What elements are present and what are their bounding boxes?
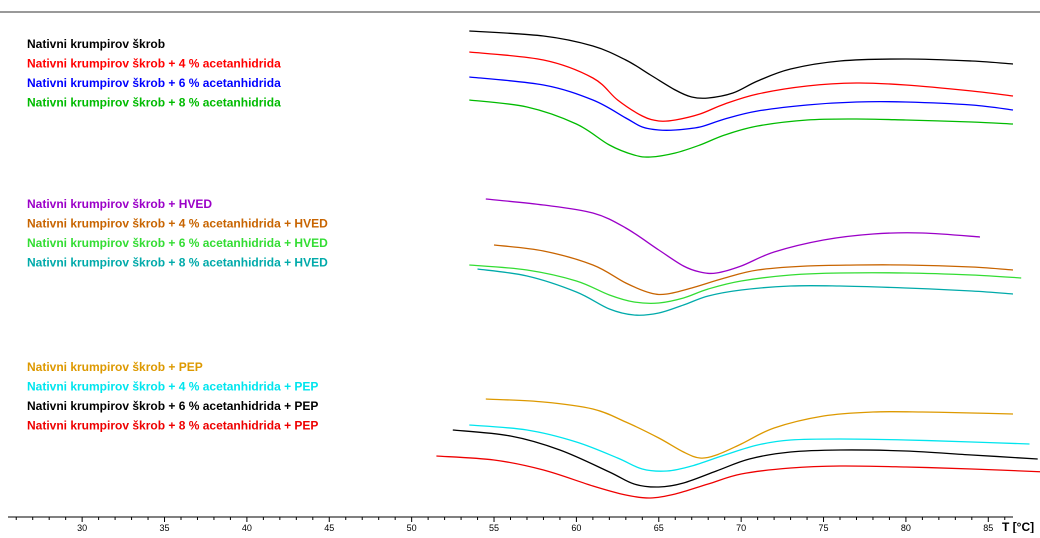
legend-entry: Nativni krumpirov škrob + 4 % acetanhidr…: [27, 217, 328, 231]
x-tick-label: 75: [819, 523, 829, 533]
x-tick-label: 70: [736, 523, 746, 533]
x-tick-label: 45: [324, 523, 334, 533]
series-line-group2-2: [493, 244, 1014, 296]
legend-entry: Nativni krumpirov škrob + PEP: [27, 360, 203, 374]
series-line-group3-1: [485, 398, 1014, 459]
x-tick-label: 80: [901, 523, 911, 533]
series-layer: [436, 30, 1040, 499]
series-line-group2-3: [469, 264, 1022, 304]
x-axis-tick-labels: 30 35 40 45 50 55 60 65 70 75 80 85: [77, 523, 993, 533]
series-line-group3-2: [469, 424, 1030, 472]
legend-entry: Nativni krumpirov škrob + 4 % acetanhidr…: [27, 57, 281, 71]
x-tick-label: 50: [407, 523, 417, 533]
x-tick-label: 55: [489, 523, 499, 533]
x-axis-ticks: [15, 517, 1006, 522]
legend-entry: Nativni krumpirov škrob + 8 % acetanhidr…: [27, 96, 281, 110]
x-axis-unit-label: T [°C]: [1002, 520, 1034, 533]
legend-layer: Nativni krumpirov škrob Nativni krumpirov…: [27, 37, 328, 433]
legend-entry: Nativni krumpirov škrob: [27, 37, 165, 51]
series-line-group3-3: [452, 429, 1038, 488]
series-line-group1-1: [469, 30, 1014, 99]
x-tick-label: 65: [654, 523, 664, 533]
legend-entry: Nativni krumpirov škrob + 4 % acetanhidr…: [27, 380, 318, 394]
x-tick-label: 60: [571, 523, 581, 533]
series-line-group1-3: [469, 76, 1014, 132]
series-line-group3-4: [436, 455, 1040, 499]
legend-entry: Nativni krumpirov škrob + 6 % acetanhidr…: [27, 76, 281, 90]
series-line-group2-1: [485, 198, 981, 275]
legend-entry: Nativni krumpirov škrob + 6 % acetanhidr…: [27, 399, 318, 413]
x-tick-label: 85: [983, 523, 993, 533]
legend-entry: Nativni krumpirov škrob + 8 % acetanhidr…: [27, 419, 318, 433]
legend-entry: Nativni krumpirov škrob + 6 % acetanhidr…: [27, 236, 328, 250]
series-line-group1-2: [469, 51, 1014, 122]
x-tick-label: 40: [242, 523, 252, 533]
series-line-group2-4: [477, 268, 1014, 316]
legend-entry: Nativni krumpirov škrob + 8 % acetanhidr…: [27, 256, 328, 270]
series-line-group1-4: [469, 99, 1014, 158]
legend-entry: Nativni krumpirov škrob + HVED: [27, 197, 212, 211]
x-tick-label: 35: [160, 523, 170, 533]
x-tick-label: 30: [77, 523, 87, 533]
